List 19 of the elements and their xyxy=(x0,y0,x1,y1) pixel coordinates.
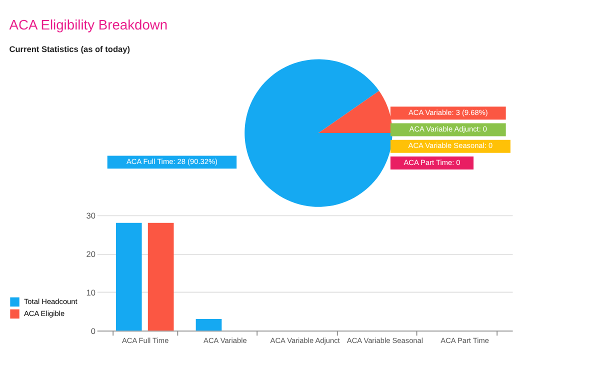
y-tick-label: 10 xyxy=(86,287,96,298)
y-tick-label: 30 xyxy=(86,210,96,220)
category-label: ACA Variable Adjunct: 0 xyxy=(409,124,488,134)
slice-label: ACA Variable: 3 (9.68%) xyxy=(408,108,488,117)
x-tick-label: ACA Variable Seasonal xyxy=(346,336,424,346)
y-tick-label: 0 xyxy=(90,326,96,336)
x-tick-label: ACA Variable Adjunct xyxy=(270,336,340,346)
slice-label: ACA Full Time: 28 (90.32%) xyxy=(126,157,218,166)
x-tick-label: ACA Part Time xyxy=(440,336,490,346)
category-label: ACA Variable Seasonal: 0 xyxy=(408,141,493,150)
y-tick-label: 20 xyxy=(86,248,96,259)
chart-title: ACA Eligibility Breakdown xyxy=(9,16,168,33)
legend-label: Total Headcount xyxy=(24,296,78,306)
category-label: ACA Part Time: 0 xyxy=(404,158,460,167)
legend-label: ACA Eligible xyxy=(24,308,65,318)
chart-subtitle: Current Statistics (as of today) xyxy=(9,44,130,54)
pie-slice xyxy=(244,59,392,207)
x-tick-label: ACA Full Time xyxy=(122,336,169,346)
x-tick-label: ACA Variable xyxy=(204,336,247,346)
